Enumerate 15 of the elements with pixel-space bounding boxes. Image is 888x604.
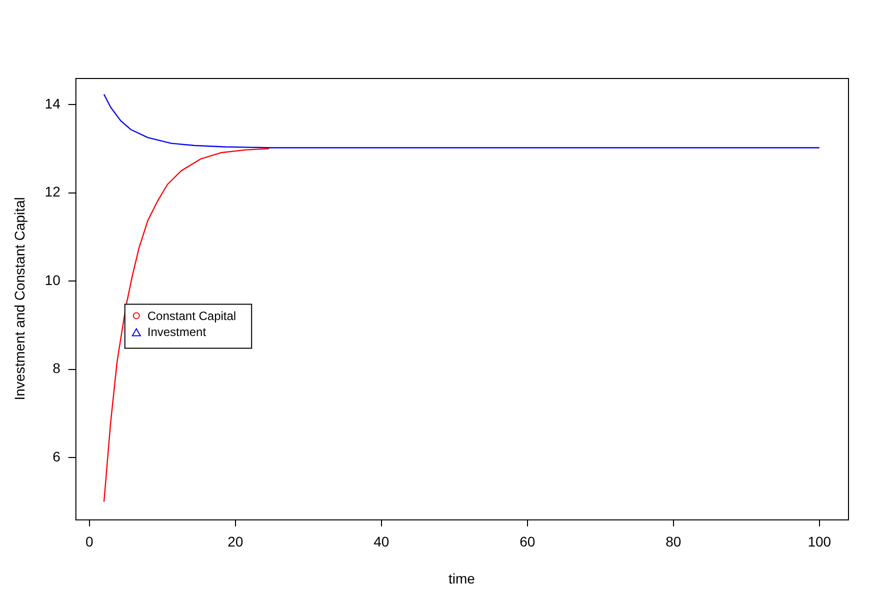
- x-tick-label: 20: [228, 534, 244, 550]
- legend-label: Constant Capital: [147, 309, 236, 324]
- x-tick-label: 60: [520, 534, 536, 550]
- x-tick-label: 100: [808, 534, 832, 550]
- y-axis-title: Investment and Constant Capital: [11, 197, 28, 400]
- x-tick-label: 80: [666, 534, 682, 550]
- y-tick-label: 6: [52, 448, 61, 464]
- y-tick-label: 12: [44, 184, 61, 200]
- x-tick-label: 0: [85, 534, 94, 550]
- y-tick-label: 8: [52, 360, 61, 376]
- legend-label: Investment: [147, 325, 207, 340]
- y-tick-label: 14: [44, 95, 61, 112]
- y-tick-label: 10: [44, 272, 61, 288]
- x-axis-title: time: [448, 570, 476, 586]
- x-tick-label: 40: [374, 534, 390, 550]
